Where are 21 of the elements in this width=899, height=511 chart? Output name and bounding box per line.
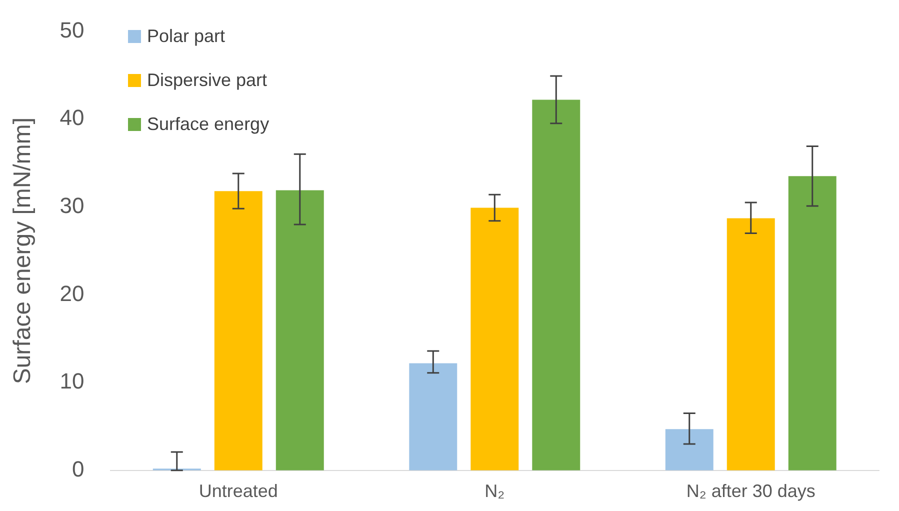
legend-label: Surface energy — [147, 114, 270, 134]
bar — [532, 100, 580, 470]
bar — [276, 190, 324, 470]
bar — [726, 218, 775, 470]
y-tick-label: 10 — [60, 368, 84, 394]
bar — [665, 429, 714, 470]
y-tick-label: 0 — [72, 456, 84, 482]
legend-label: Dispersive part — [147, 70, 268, 90]
bar — [214, 191, 262, 470]
x-tick-label: Untreated — [198, 481, 278, 502]
y-axis-title: Surface energy [mN/mm] — [9, 117, 36, 384]
legend-label: Polar part — [147, 26, 226, 46]
bar — [409, 363, 458, 470]
x-tick-label: N₂ after 30 days — [686, 481, 816, 502]
x-tick-label: N₂ — [484, 481, 505, 502]
y-tick-label: 20 — [60, 280, 84, 306]
y-tick-label: 30 — [60, 192, 84, 218]
y-tick-label: 50 — [60, 17, 84, 42]
bar — [788, 176, 836, 470]
y-tick-label: 40 — [60, 105, 84, 130]
bar — [470, 208, 519, 470]
